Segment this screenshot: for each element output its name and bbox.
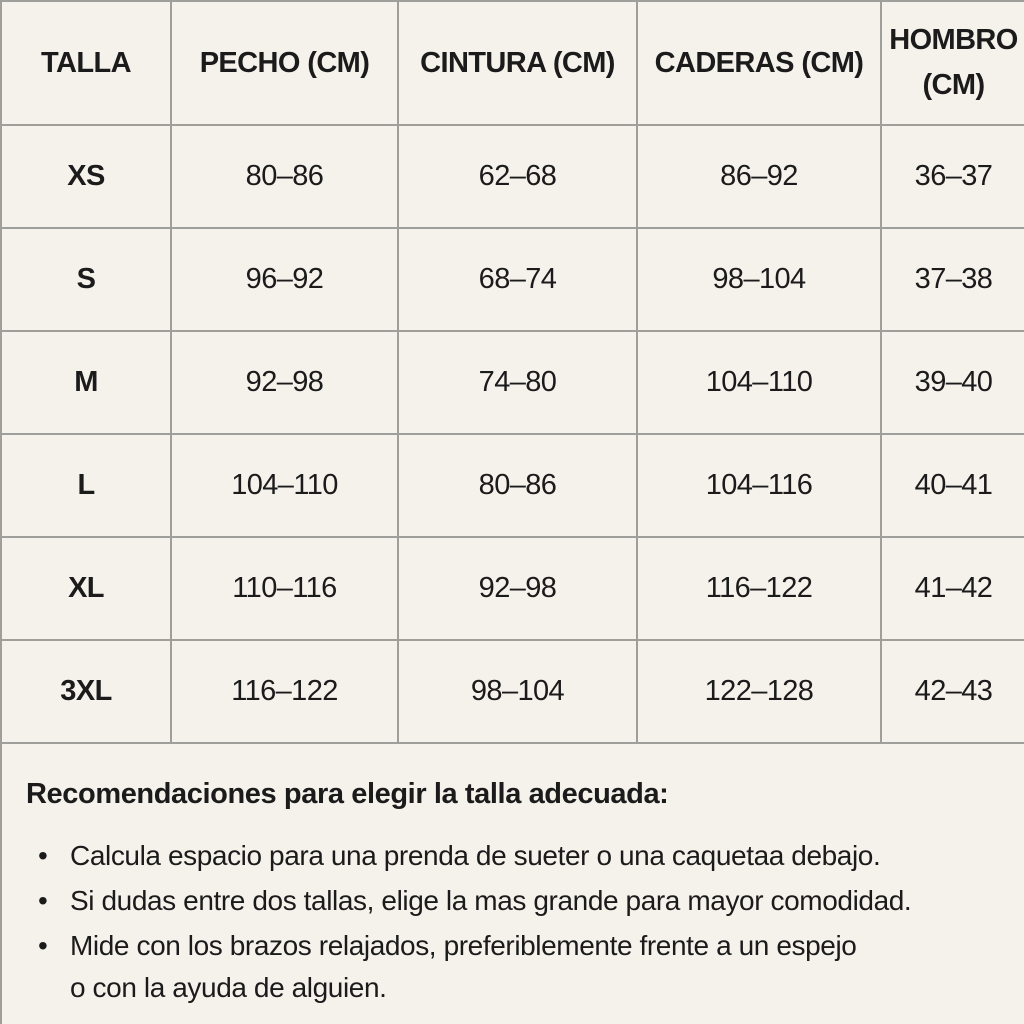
column-header-hombro: HOMBRO (CM) xyxy=(880,0,1024,126)
caderas-value: 86–92 xyxy=(636,124,882,229)
cintura-value: 74–80 xyxy=(397,330,638,435)
hombro-value: 37–38 xyxy=(880,227,1024,332)
caderas-value: 98–104 xyxy=(636,227,882,332)
hombro-value: 36–37 xyxy=(880,124,1024,229)
table-row-xs: XS 80–86 62–68 86–92 36–37 xyxy=(0,124,1024,229)
recommendation-item: Calcula espacio para una prenda de suete… xyxy=(26,835,1004,877)
recommendations-title: Recomendaciones para elegir la talla ade… xyxy=(26,778,669,810)
size-label: S xyxy=(0,227,172,332)
pecho-value: 116–122 xyxy=(170,639,399,744)
size-label: XS xyxy=(0,124,172,229)
table-row-l: L 104–110 80–86 104–116 40–41 xyxy=(0,433,1024,538)
pecho-value: 80–86 xyxy=(170,124,399,229)
hombro-value: 41–42 xyxy=(880,536,1024,641)
cintura-value: 68–74 xyxy=(397,227,638,332)
cintura-value: 80–86 xyxy=(397,433,638,538)
column-header-pecho: PECHO (CM) xyxy=(170,0,399,126)
recommendation-item: Si dudas entre dos tallas, elige la mas … xyxy=(26,880,1004,922)
hombro-value: 40–41 xyxy=(880,433,1024,538)
column-header-caderas: CADERAS (CM) xyxy=(636,0,882,126)
size-label: L xyxy=(0,433,172,538)
column-header-talla: TALLA xyxy=(0,0,172,126)
pecho-value: 104–110 xyxy=(170,433,399,538)
recommendation-item: Mide con los brazos relajados, preferibl… xyxy=(26,925,1004,1009)
hombro-value: 39–40 xyxy=(880,330,1024,435)
table-row-m: M 92–98 74–80 104–110 39–40 xyxy=(0,330,1024,435)
pecho-value: 92–98 xyxy=(170,330,399,435)
pecho-value: 96–92 xyxy=(170,227,399,332)
hombro-value: 42–43 xyxy=(880,639,1024,744)
size-label: 3XL xyxy=(0,639,172,744)
table-row-3xl: 3XL 116–122 98–104 122–128 42–43 xyxy=(0,639,1024,744)
size-label: XL xyxy=(0,536,172,641)
table-row-xl: XL 110–116 92–98 116–122 41–42 xyxy=(0,536,1024,641)
recommendations-list: Calcula espacio para una prenda de suete… xyxy=(26,835,1004,1009)
pecho-value: 110–116 xyxy=(170,536,399,641)
size-label: M xyxy=(0,330,172,435)
caderas-value: 104–116 xyxy=(636,433,882,538)
table-row-s: S 96–92 68–74 98–104 37–38 xyxy=(0,227,1024,332)
cintura-value: 98–104 xyxy=(397,639,638,744)
caderas-value: 104–110 xyxy=(636,330,882,435)
header-row: TALLA PECHO (CM) CINTURA (CM) CADERAS (C… xyxy=(0,0,1024,126)
column-header-cintura: CINTURA (CM) xyxy=(397,0,638,126)
caderas-value: 122–128 xyxy=(636,639,882,744)
size-chart-table: TALLA PECHO (CM) CINTURA (CM) CADERAS (C… xyxy=(0,0,1024,744)
cintura-value: 62–68 xyxy=(397,124,638,229)
caderas-value: 116–122 xyxy=(636,536,882,641)
cintura-value: 92–98 xyxy=(397,536,638,641)
recommendations-section: Recomendaciones para elegir la talla ade… xyxy=(0,744,1024,1024)
